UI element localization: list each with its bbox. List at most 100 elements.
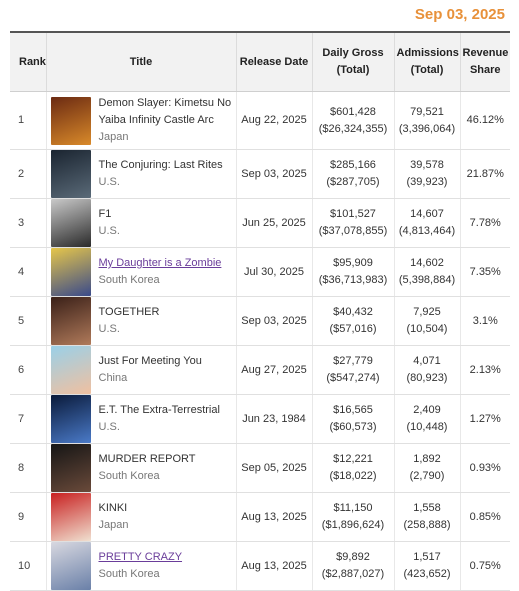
rank-cell: 4 — [10, 247, 47, 297]
movie-title[interactable]: Just For Meeting You — [98, 355, 202, 367]
total-admissions: (2,790) — [409, 470, 445, 482]
revenue-share: 0.75% — [469, 559, 501, 572]
release-date: Sep 03, 2025 — [241, 167, 307, 180]
movie-poster[interactable] — [50, 96, 91, 145]
movie-title[interactable]: Demon Slayer: Kimetsu No Yaiba Infinity … — [98, 97, 232, 126]
column-header-release-date[interactable]: Release Date — [236, 32, 313, 92]
table-row[interactable]: 6 Just For Meeting You China Aug 27, 202… — [10, 345, 510, 395]
table-row[interactable]: 2 The Conjuring: Last Rites U.S. Sep 03,… — [10, 149, 510, 199]
daily-gross: $101,527 — [330, 208, 376, 220]
total-gross: ($57,016) — [329, 323, 377, 335]
total-gross: ($287,705) — [326, 176, 380, 188]
rank-cell: 1 — [10, 91, 47, 150]
daily-admissions: 14,602 — [410, 257, 444, 269]
rank-cell: 9 — [10, 492, 47, 542]
movie-title[interactable]: F1 — [98, 208, 112, 220]
daily-admissions: 14,607 — [410, 208, 444, 220]
total-gross: ($26,324,355) — [318, 122, 388, 135]
movie-poster[interactable] — [50, 444, 91, 492]
title-cell: My Daughter is a Zombie South Korea — [46, 247, 237, 297]
release-date-cell: Sep 03, 2025 — [236, 296, 313, 346]
revenue-share: 7.78% — [469, 216, 501, 229]
table-row[interactable]: 10 PRETTY CRAZY South Korea Aug 13, 2025… — [10, 541, 510, 591]
title-cell: TOGETHER U.S. — [46, 296, 237, 346]
admissions-cell: 14,602 (5,398,884) — [394, 247, 461, 297]
title-cell: KINKI Japan — [46, 492, 237, 542]
movie-poster[interactable] — [50, 297, 91, 345]
admissions-cell: 39,578 (39,923) — [394, 149, 461, 199]
movie-poster[interactable] — [50, 395, 91, 443]
total-admissions: (39,923) — [406, 176, 448, 188]
movie-country: Japan — [98, 131, 129, 143]
movie-title[interactable]: My Daughter is a Zombie — [98, 257, 222, 269]
movie-country: U.S. — [98, 225, 120, 237]
revenue-share-cell: 1.27% — [460, 394, 510, 444]
rank-cell: 8 — [10, 443, 47, 493]
column-header-title[interactable]: Title — [46, 32, 237, 92]
table-row[interactable]: 1 Demon Slayer: Kimetsu No Yaiba Infinit… — [10, 91, 510, 150]
revenue-share-cell: 46.12% — [460, 91, 510, 150]
movie-title[interactable]: The Conjuring: Last Rites — [98, 159, 223, 171]
table-row[interactable]: 4 My Daughter is a Zombie South Korea Ju… — [10, 247, 510, 297]
table-row[interactable]: 7 E.T. The Extra-Terrestrial U.S. Jun 23… — [10, 394, 510, 444]
total-gross: ($2,887,027) — [321, 568, 385, 580]
table-row[interactable]: 3 F1 U.S. Jun 25, 2025 $101,527 ($37,078,… — [10, 198, 510, 248]
release-date-cell: Aug 13, 2025 — [236, 492, 313, 542]
table-header-row: Rank Title Release Date Daily Gross (Tota… — [10, 32, 510, 92]
total-gross: ($547,274) — [326, 372, 380, 384]
release-date: Aug 27, 2025 — [241, 363, 307, 376]
movie-country: South Korea — [98, 470, 160, 482]
total-admissions: (3,396,064) — [398, 122, 456, 135]
revenue-share-cell: 0.93% — [460, 443, 510, 493]
movie-country: South Korea — [98, 568, 160, 580]
release-date: Jun 25, 2025 — [242, 216, 306, 229]
table-row[interactable]: 5 TOGETHER U.S. Sep 03, 2025 $40,432 ($57… — [10, 296, 510, 346]
column-header-revenue-share[interactable]: Revenue Share — [460, 32, 510, 92]
rank-number: 7 — [18, 412, 25, 425]
rank-number: 1 — [18, 114, 25, 126]
movie-poster[interactable] — [50, 199, 91, 247]
daily-admissions: 79,521 — [410, 105, 444, 118]
revenue-share-cell: 21.87% — [460, 149, 510, 199]
release-date-cell: Jun 23, 1984 — [236, 394, 313, 444]
revenue-share: 3.1% — [472, 314, 498, 327]
movie-title[interactable]: TOGETHER — [98, 306, 160, 318]
movie-title[interactable]: KINKI — [98, 502, 128, 514]
daily-admissions: 1,892 — [413, 453, 441, 465]
revenue-share-cell: 7.78% — [460, 198, 510, 248]
daily-gross-cell: $601,428 ($26,324,355) — [312, 91, 395, 150]
movie-country: China — [98, 372, 128, 384]
title-cell: F1 U.S. — [46, 198, 237, 248]
title-cell: E.T. The Extra-Terrestrial U.S. — [46, 394, 237, 444]
total-admissions: (80,923) — [406, 372, 448, 384]
movie-poster[interactable] — [50, 248, 91, 296]
daily-gross-cell: $285,166 ($287,705) — [312, 149, 395, 199]
movie-title[interactable]: E.T. The Extra-Terrestrial — [98, 404, 220, 416]
rank-number: 2 — [18, 167, 25, 180]
table-row[interactable]: 8 MURDER REPORT South Korea Sep 05, 2025… — [10, 443, 510, 493]
daily-admissions: 4,071 — [413, 355, 441, 367]
column-header-admissions[interactable]: Admissions (Total) — [394, 32, 461, 92]
table-row[interactable]: 9 KINKI Japan Aug 13, 2025 $11,150 ($1,89… — [10, 492, 510, 542]
column-header-daily-gross[interactable]: Daily Gross (Total) — [312, 32, 395, 92]
column-header-rank[interactable]: Rank — [10, 32, 47, 92]
admissions-cell: 2,409 (10,448) — [394, 394, 461, 444]
movie-poster[interactable] — [50, 346, 91, 394]
movie-poster[interactable] — [50, 493, 91, 541]
total-admissions: (423,652) — [403, 568, 451, 580]
rank-cell: 6 — [10, 345, 47, 395]
movie-poster[interactable] — [50, 542, 91, 590]
admissions-cell: 79,521 (3,396,064) — [394, 91, 461, 150]
movie-title[interactable]: MURDER REPORT — [98, 453, 196, 465]
movie-poster[interactable] — [50, 150, 91, 198]
rank-number: 10 — [18, 559, 31, 572]
release-date-cell: Sep 05, 2025 — [236, 443, 313, 493]
daily-gross-cell: $27,779 ($547,274) — [312, 345, 395, 395]
title-cell: The Conjuring: Last Rites U.S. — [46, 149, 237, 199]
rank-cell: 3 — [10, 198, 47, 248]
release-date-cell: Aug 22, 2025 — [236, 91, 313, 150]
title-cell: Demon Slayer: Kimetsu No Yaiba Infinity … — [46, 91, 237, 150]
daily-admissions: 39,578 — [410, 159, 444, 171]
release-date: Aug 13, 2025 — [241, 510, 307, 523]
rank-number: 6 — [18, 363, 25, 376]
